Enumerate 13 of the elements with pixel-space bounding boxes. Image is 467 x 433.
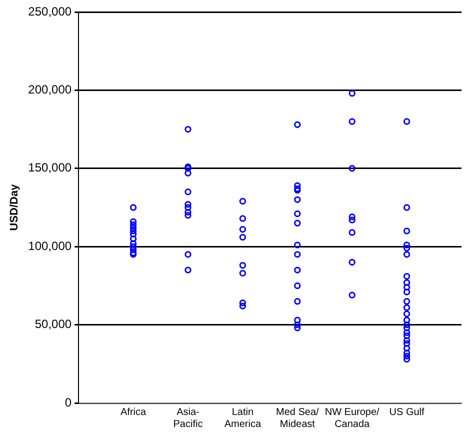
y-tick-label: 250,000	[28, 4, 72, 18]
y-tick-label: 200,000	[28, 82, 72, 97]
y-tick-label: 0	[64, 395, 72, 410]
x-tick-label: Latin America	[224, 406, 262, 430]
x-tick-label: Africa	[120, 406, 146, 418]
x-tick-label: Med Sea/Mideast	[276, 406, 320, 430]
x-tick-label: US Gulf	[389, 406, 425, 418]
y-axis-title: USD/Day	[8, 183, 21, 231]
y-tick-label: 100,000	[28, 238, 72, 253]
x-tick-label: NW Europe/Canada	[324, 406, 380, 430]
y-tick-label: 150,000	[28, 160, 72, 175]
y-tick-label: 50,000	[34, 317, 72, 332]
x-tick-label: Asia-Pacific	[173, 406, 203, 430]
